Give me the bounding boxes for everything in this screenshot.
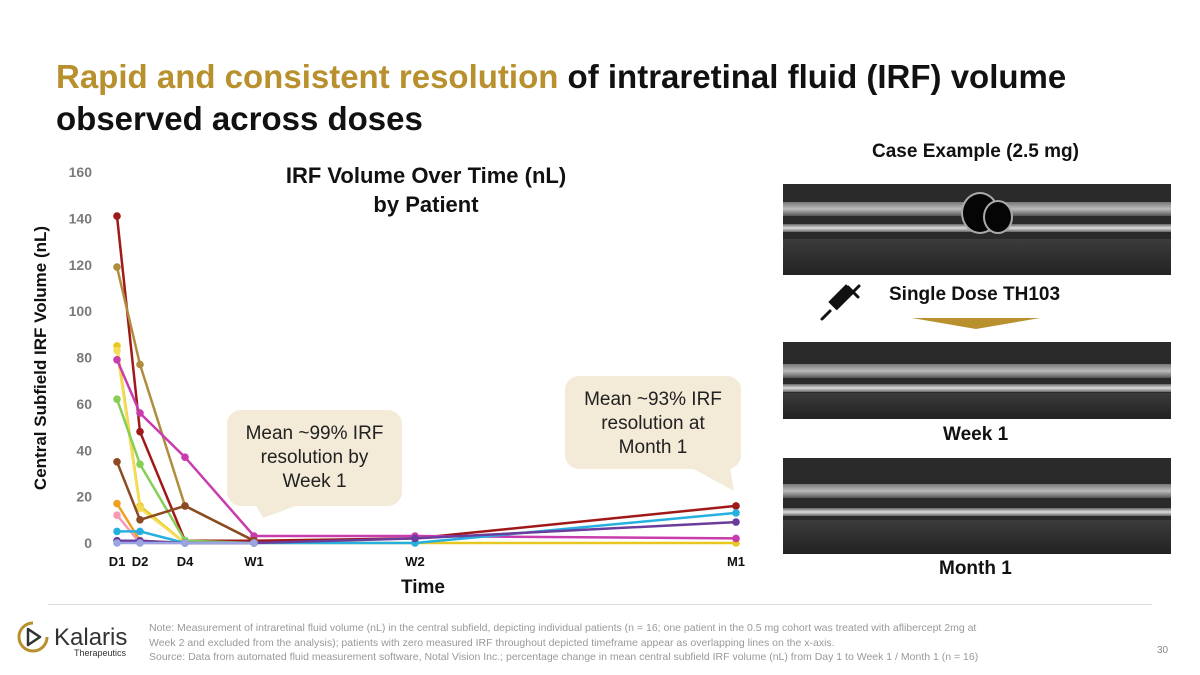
- callout-month1-line2: resolution at: [601, 413, 705, 434]
- data-point: [181, 539, 189, 547]
- data-point: [136, 360, 144, 369]
- x-axis-title: Time: [401, 577, 445, 598]
- data-point: [113, 346, 121, 355]
- callout-month1-line3: Month 1: [618, 437, 688, 458]
- data-point: [732, 502, 740, 510]
- data-point: [113, 511, 121, 519]
- logo-sub: Therapeutics: [74, 648, 127, 658]
- callout-week1-line1: Mean ~99% IRF: [245, 423, 384, 444]
- data-point: [113, 356, 121, 364]
- data-point: [136, 539, 144, 547]
- data-point: [136, 460, 144, 469]
- slide-title-accent: Rapid and consistent resolution: [56, 58, 559, 95]
- x-tick-label: D4: [177, 554, 194, 569]
- oct-scan-baseline: [783, 184, 1171, 275]
- data-point: [113, 539, 121, 547]
- x-tick-label: W1: [244, 554, 264, 569]
- week1-label: Week 1: [943, 424, 1009, 445]
- month1-label: Month 1: [939, 558, 1012, 579]
- callout-month1: Mean ~93% IRF resolution at Month 1: [565, 376, 741, 469]
- case-example-title: Case Example (2.5 mg): [872, 141, 1079, 162]
- chart-title-line1: IRF Volume Over Time (nL): [286, 163, 566, 188]
- data-point: [181, 502, 189, 510]
- data-point: [113, 212, 121, 220]
- oct-scan-week1: [783, 342, 1171, 419]
- data-point: [113, 458, 121, 466]
- data-point: [181, 453, 189, 462]
- data-point: [732, 509, 740, 517]
- oct-scan-month1: [783, 458, 1171, 554]
- y-axis-title: Central Subfield IRF Volume (nL): [31, 226, 50, 490]
- slide-title-rest: of intraretinal fluid (IRF) volume obser…: [56, 58, 1067, 137]
- logo-name: Kalaris: [54, 624, 128, 651]
- x-tick-label: D1: [109, 554, 126, 569]
- x-tick-label: M1: [727, 554, 745, 569]
- y-tick-label: 160: [69, 164, 93, 180]
- syringe-icon: [820, 284, 861, 321]
- callout-month1-pointer: [690, 467, 734, 491]
- data-point: [113, 499, 121, 508]
- footnote: Note: Measurement of intraretinal fluid …: [149, 621, 1049, 665]
- y-tick-label: 80: [76, 350, 92, 366]
- data-point: [732, 518, 740, 526]
- data-point: [136, 427, 144, 436]
- data-point: [136, 409, 144, 417]
- callout-week1-line3: Week 1: [282, 471, 347, 492]
- x-tick-label: W2: [405, 554, 425, 569]
- footnote-note-line1: Note: Measurement of intraretinal fluid …: [149, 622, 977, 634]
- page-number: 30: [1157, 645, 1169, 656]
- series-line: [115, 461, 255, 542]
- data-point: [136, 504, 144, 512]
- data-point: [732, 534, 740, 543]
- chart-title-line2: by Patient: [373, 192, 479, 217]
- data-point: [411, 534, 419, 543]
- data-point: [113, 263, 121, 271]
- y-tick-label: 140: [69, 210, 93, 226]
- data-point: [136, 527, 144, 536]
- callout-week1-pointer: [255, 504, 301, 518]
- data-point: [113, 527, 121, 536]
- y-tick-label: 40: [76, 442, 92, 458]
- data-point: [113, 395, 121, 404]
- callout-week1: Mean ~99% IRF resolution by Week 1: [227, 410, 402, 506]
- dose-label: Single Dose TH103: [889, 284, 1061, 305]
- y-tick-label: 120: [69, 257, 93, 273]
- y-tick-label: 0: [84, 535, 92, 551]
- x-tick-label: D2: [132, 554, 149, 569]
- y-tick-label: 20: [76, 489, 92, 505]
- irf-line-chart: IRF Volume Over Time (nL) by Patient Cen…: [31, 163, 745, 598]
- slide-title: Rapid and consistent resolution of intra…: [56, 56, 1156, 140]
- footnote-note-line2: Week 2 and excluded from the analysis); …: [149, 636, 835, 649]
- kalaris-logo-icon: [17, 621, 49, 653]
- down-arrow-icon: [912, 318, 1040, 329]
- y-tick-label: 100: [69, 303, 93, 319]
- y-tick-label: 60: [76, 396, 92, 412]
- footer-divider: [48, 604, 1152, 605]
- callout-week1-line2: resolution by: [260, 447, 369, 468]
- data-point: [136, 516, 144, 524]
- callout-month1-line1: Mean ~93% IRF: [584, 389, 722, 410]
- data-point: [250, 539, 258, 547]
- footnote-source: Source: Data from automated fluid measur…: [149, 651, 979, 663]
